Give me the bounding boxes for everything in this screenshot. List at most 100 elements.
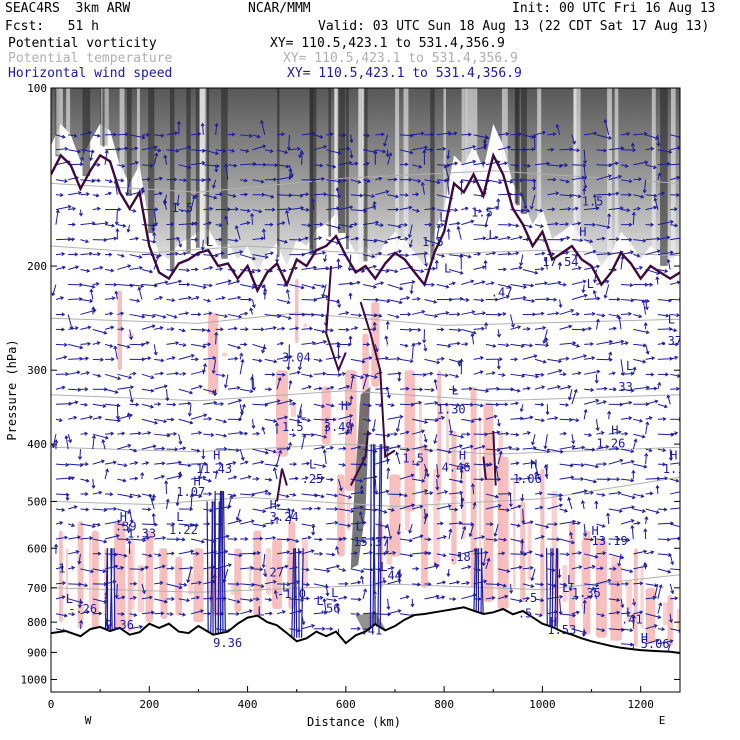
wind-vector-head xyxy=(65,497,70,502)
wind-vector xyxy=(510,402,519,405)
wind-vector xyxy=(252,403,268,406)
wind-vector-head xyxy=(134,461,139,465)
wind-vector xyxy=(141,611,154,615)
wind-vector xyxy=(410,284,413,294)
wind-vector-head xyxy=(565,179,570,184)
wind-vector-head xyxy=(405,595,410,600)
wind-vector xyxy=(149,494,155,510)
wind-vector xyxy=(301,250,315,256)
wind-vector-head xyxy=(496,386,501,391)
wind-vector-head xyxy=(545,524,550,529)
wind-vector xyxy=(412,252,428,256)
wind-vector xyxy=(620,388,634,392)
wind-vector xyxy=(68,371,80,375)
wind-vector-head xyxy=(526,431,531,435)
wind-vector-head xyxy=(404,162,409,167)
wind-vector-head xyxy=(133,448,138,453)
wind-vector xyxy=(350,478,363,482)
wind-vector xyxy=(191,149,205,152)
wind-vector-head xyxy=(668,326,673,332)
wind-vector xyxy=(178,402,191,405)
wind-vector xyxy=(460,526,466,540)
wind-vector xyxy=(313,237,322,241)
wind-vector-head xyxy=(263,287,268,292)
wind-vector xyxy=(338,415,353,420)
wind-vector-head xyxy=(187,295,192,300)
wind-vector-head xyxy=(666,537,671,542)
wind-vector xyxy=(203,402,217,405)
wind-vector-head xyxy=(207,342,212,347)
wind-vector xyxy=(584,478,597,483)
wind-vector xyxy=(141,583,146,594)
wind-vector xyxy=(657,602,662,614)
wind-vector xyxy=(277,208,291,211)
wind-vector-head xyxy=(468,533,473,538)
wind-vector xyxy=(534,209,543,212)
contour-annotation: 17.54 xyxy=(542,255,578,269)
wind-vector-head xyxy=(657,381,662,386)
wind-vector xyxy=(375,224,384,226)
wind-vector xyxy=(620,568,633,573)
wind-vector-head xyxy=(592,289,597,294)
wind-vector-head xyxy=(286,550,291,555)
wind-vector-head xyxy=(185,311,190,316)
wind-vector-head xyxy=(529,520,534,525)
wind-vector-head xyxy=(617,537,621,542)
wind-vector-head xyxy=(61,312,66,317)
wind-vector-head xyxy=(208,311,213,316)
wind-vector-head xyxy=(136,298,141,303)
wind-vector-head xyxy=(539,208,544,213)
wind-vector xyxy=(571,354,587,360)
wind-vector xyxy=(362,134,370,137)
wind-vector-head xyxy=(583,176,588,181)
terrain-layer xyxy=(51,606,680,692)
wind-vector-head xyxy=(109,492,114,497)
wind-vector-head xyxy=(321,404,326,409)
wind-vector xyxy=(129,596,137,600)
wind-vector xyxy=(68,536,81,540)
wind-vector-head xyxy=(569,193,574,198)
wind-vector-head xyxy=(161,474,165,479)
wind-vector xyxy=(656,276,659,285)
wind-vector-head xyxy=(360,569,365,574)
wind-vector-head xyxy=(445,311,450,316)
wind-vector-head xyxy=(238,519,243,523)
wind-vector-head xyxy=(677,536,680,541)
wind-vector-head xyxy=(378,251,383,256)
wind-vector xyxy=(227,164,237,167)
wind-vector xyxy=(534,343,549,346)
wind-vector-head xyxy=(323,192,328,197)
wind-vector-head xyxy=(310,198,315,203)
wind-vector-head xyxy=(88,130,93,135)
wind-vector-head xyxy=(518,565,523,570)
wind-vector-head xyxy=(130,385,135,390)
wind-vector xyxy=(55,493,69,496)
wind-vector xyxy=(117,463,127,467)
wind-vector-head xyxy=(490,281,495,286)
contour-annotation: L xyxy=(316,594,323,608)
wind-vector-head xyxy=(532,186,537,191)
wind-vector-head xyxy=(358,313,363,318)
wind-vector-head xyxy=(518,265,523,270)
wind-vector-head xyxy=(550,147,555,152)
wind-vector-head xyxy=(194,523,199,527)
wind-vector-head xyxy=(278,449,283,454)
wind-vector xyxy=(571,164,586,166)
wind-vector xyxy=(326,207,340,211)
wind-vector xyxy=(412,535,423,540)
wind-vector-head xyxy=(632,366,637,371)
wind-vector-head xyxy=(429,147,434,152)
wind-vector-head xyxy=(607,213,612,217)
wind-vector xyxy=(608,207,623,211)
wind-vector xyxy=(141,373,154,379)
wind-vector-head xyxy=(248,133,253,138)
wind-vector xyxy=(129,298,140,302)
wind-vector-head xyxy=(357,179,362,184)
wind-vector xyxy=(359,512,364,525)
wind-vector-head xyxy=(472,179,477,184)
wind-vector xyxy=(276,377,281,390)
wind-vector xyxy=(498,236,511,241)
wind-vector xyxy=(396,419,401,432)
contour-annotation: .39 xyxy=(115,520,137,534)
wind-vector-head xyxy=(97,522,101,527)
